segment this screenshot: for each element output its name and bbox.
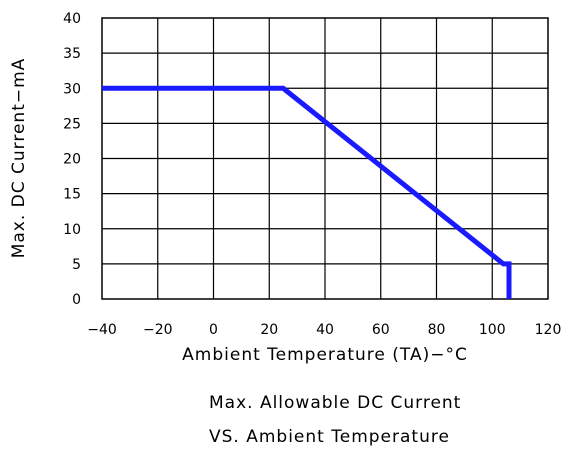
x-tick-label: 100 bbox=[479, 322, 506, 338]
y-tick-label: 0 bbox=[72, 292, 81, 308]
y-tick-label: 40 bbox=[63, 11, 81, 27]
series-layer bbox=[101, 85, 512, 300]
x-tick-labels: −40 −20 0 20 40 60 80 100 120 bbox=[87, 322, 561, 338]
y-tick-label: 5 bbox=[72, 257, 81, 273]
y-tick-label: 10 bbox=[63, 222, 81, 238]
x-tick-label: 80 bbox=[428, 322, 446, 338]
y-tick-label: 15 bbox=[63, 187, 81, 203]
y-tick-labels: 0 5 10 15 20 25 30 35 40 bbox=[63, 11, 81, 308]
x-tick-label: 60 bbox=[372, 322, 390, 338]
x-tick-label: 20 bbox=[260, 322, 278, 338]
x-tick-label: 0 bbox=[209, 322, 218, 338]
x-tick-label: 40 bbox=[316, 322, 334, 338]
y-tick-label: 20 bbox=[63, 152, 81, 168]
x-tick-label: −20 bbox=[143, 322, 173, 338]
x-axis-label: Ambient Temperature (TA)−°C bbox=[182, 345, 468, 365]
y-tick-label: 30 bbox=[63, 81, 81, 97]
y-tick-label: 25 bbox=[63, 116, 81, 132]
y-tick-label: 35 bbox=[63, 46, 81, 62]
plot-frame bbox=[101, 17, 549, 300]
x-tick-label: −40 bbox=[87, 322, 117, 338]
caption-line-2: VS. Ambient Temperature bbox=[209, 427, 450, 447]
y-axis-label: Max. DC Current−mA bbox=[9, 58, 29, 259]
caption-line-1: Max. Allowable DC Current bbox=[209, 393, 462, 413]
grid bbox=[102, 18, 548, 299]
x-tick-label: 120 bbox=[535, 322, 562, 338]
